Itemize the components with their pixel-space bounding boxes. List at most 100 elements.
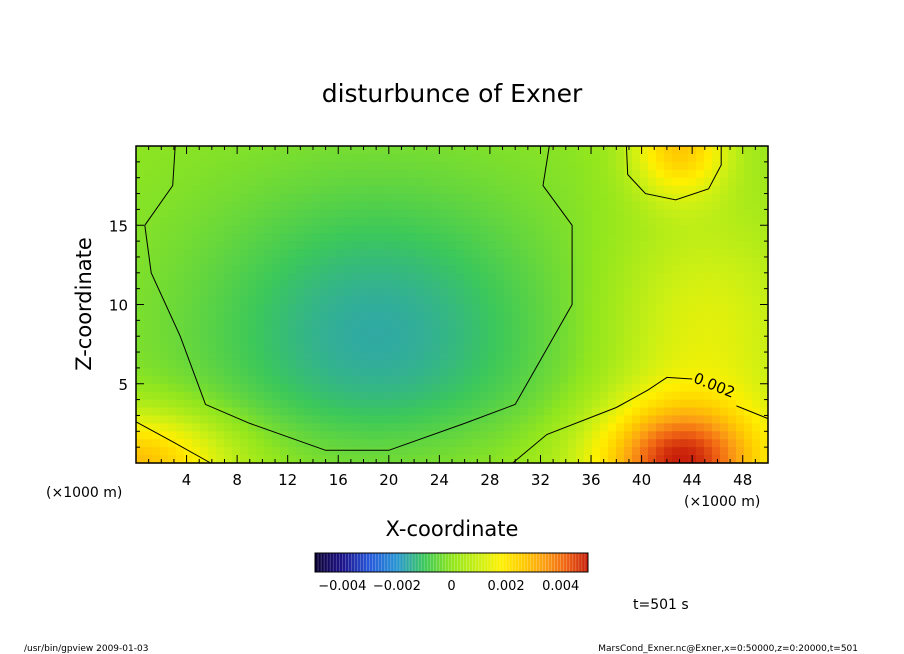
heatmap-cell [432,431,441,440]
heatmap-cell [288,344,297,353]
heatmap-cell [712,241,721,250]
heatmap-cell [136,455,145,464]
heatmap-cell [728,249,737,258]
heatmap-cell [728,320,737,329]
heatmap-cell [360,391,369,401]
heatmap-cell [680,225,689,234]
heatmap-cell [696,367,705,377]
heatmap-cell [320,407,329,417]
heatmap-cell [600,423,609,432]
heatmap-cell [648,185,657,195]
heatmap-cell [608,320,617,329]
heatmap-cell [280,447,289,456]
heatmap-cell [424,272,433,282]
heatmap-cell [168,391,177,401]
heatmap-cell [408,153,417,163]
heatmap-cell [528,264,537,274]
heatmap-cell [200,169,209,179]
heatmap-cell [504,447,513,456]
heatmap-cell [576,177,585,187]
heatmap-cell [368,391,377,401]
colorbar-stripe [396,553,401,572]
heatmap-cell [456,233,465,242]
heatmap-cell [432,288,441,298]
heatmap-cell [472,296,481,306]
heatmap-cell [616,256,625,266]
heatmap-cell [280,288,289,298]
heatmap-cell [552,169,561,179]
heatmap-cell [416,399,425,409]
heatmap-cell [696,423,705,432]
heatmap-cell [624,225,633,234]
heatmap-cell [192,312,201,321]
heatmap-cell [224,439,233,448]
heatmap-cell [416,415,425,424]
heatmap-cell [608,415,617,424]
heatmap-cell [656,455,665,464]
heatmap-cell [504,455,513,464]
heatmap-cell [384,249,393,258]
heatmap-cell [576,399,585,409]
heatmap-cell [736,455,745,464]
heatmap-cell [464,391,473,401]
heatmap-cell [640,153,649,163]
heatmap-cell [208,399,217,409]
heatmap-cell [640,249,649,258]
heatmap-cell [320,161,329,171]
heatmap-cell [192,439,201,448]
heatmap-cell [456,161,465,171]
heatmap-cell [480,399,489,409]
heatmap-cell [136,177,145,187]
heatmap-cell [648,296,657,306]
heatmap-cell [440,367,449,377]
heatmap-cell [440,185,449,195]
heatmap-cell [248,193,257,203]
heatmap-cell [216,383,225,393]
heatmap-cell [256,415,265,424]
heatmap-cell [136,153,145,163]
heatmap-cell [648,264,657,274]
heatmap-cell [392,169,401,179]
heatmap-cell [440,146,449,155]
heatmap-cell [504,328,513,337]
heatmap-cell [424,359,433,369]
heatmap-cell [760,217,769,226]
heatmap-cell [480,256,489,266]
heatmap-cell [728,383,737,393]
heatmap-cell [240,296,249,306]
heatmap-cell [184,367,193,377]
heatmap-cell [176,320,185,329]
heatmap-cell [224,312,233,321]
heatmap-cell [760,177,769,187]
heatmap-cell [472,423,481,432]
heatmap-cell [288,177,297,187]
heatmap-cell [136,146,145,155]
colorbar-stripe [554,553,558,572]
heatmap-cell [440,328,449,337]
heatmap-cell [176,241,185,250]
heatmap-cell [176,391,185,401]
heatmap-cell [408,201,417,210]
heatmap-cell [664,146,673,155]
heatmap-cell [440,352,449,361]
heatmap-cell [520,375,529,385]
heatmap-cell [344,399,353,409]
heatmap-cell [512,415,521,424]
heatmap-cell [232,439,241,448]
heatmap-cell [608,447,617,456]
heatmap-cell [344,153,353,163]
heatmap-cell [600,439,609,448]
heatmap-cell [400,153,409,163]
heatmap-cell [704,153,713,163]
heatmap-cell [224,344,233,353]
heatmap-cell [152,383,161,393]
heatmap-cell [184,264,193,274]
x-tick-label: 32 [531,471,550,489]
heatmap-cell [640,146,649,155]
heatmap-cell [176,304,185,314]
heatmap-cell [688,359,697,369]
heatmap-cell [472,161,481,171]
heatmap-cell [528,375,537,385]
heatmap-cell [688,423,697,432]
heatmap-cell [248,304,257,314]
